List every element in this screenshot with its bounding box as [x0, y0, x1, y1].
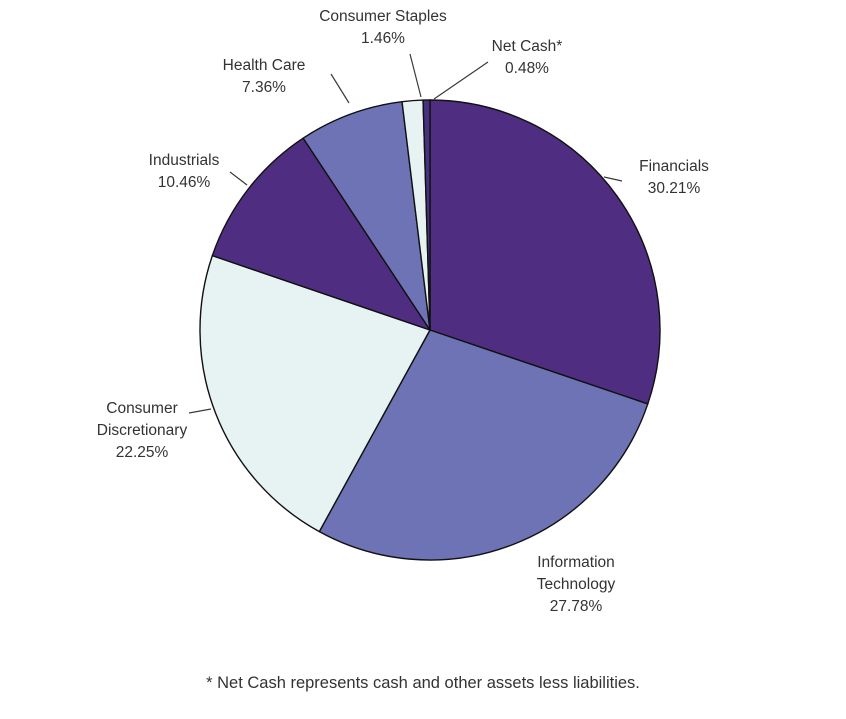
pie-slice-information-technology	[318, 329, 649, 561]
label-financials: Financials 30.21%	[624, 156, 724, 200]
label-consumer-staples: Consumer Staples 1.46%	[300, 6, 466, 50]
slice-value: 22.25%	[115, 444, 169, 461]
leader-line-financials	[603, 176, 623, 182]
pie-slice-financials	[429, 99, 661, 405]
leader-lines	[188, 53, 623, 414]
label-information-technology: Information Technology 27.78%	[510, 552, 642, 618]
pie-slice-net-cash	[422, 99, 431, 331]
leader-line-health-care	[330, 73, 350, 104]
leader-line-consumer-staples	[409, 53, 422, 98]
label-health-care: Health Care 7.36%	[200, 55, 328, 99]
label-consumer-discretionary: Consumer Discretionary 22.25%	[77, 398, 207, 464]
slice-label: Industrials	[148, 152, 220, 169]
pie-slice-industrials	[211, 137, 431, 331]
footnote: * Net Cash represents cash and other ass…	[206, 674, 640, 692]
slice-label: Consumer Staples	[319, 8, 447, 25]
slice-value: 0.48%	[505, 60, 549, 77]
label-net-cash: Net Cash* 0.48%	[462, 36, 592, 80]
leader-line-net-cash	[433, 61, 489, 100]
label-industrials: Industrials 10.46%	[118, 150, 250, 194]
slice-label: Health Care	[222, 57, 306, 74]
slice-label: Information Technology	[536, 554, 616, 593]
pie-slice-health-care	[302, 101, 431, 331]
slice-value: 27.78%	[549, 598, 603, 615]
slice-label: Financials	[639, 158, 709, 175]
slice-label: Net Cash*	[491, 38, 563, 55]
slice-value: 1.46%	[361, 30, 405, 47]
leader-line-industrials	[229, 171, 248, 186]
slice-value: 10.46%	[157, 174, 211, 191]
pie-slices	[199, 99, 661, 561]
leader-line-consumer-discretionary	[188, 408, 212, 414]
pie-slice-consumer-discretionary	[199, 254, 431, 533]
slice-value: 30.21%	[647, 180, 701, 197]
slice-label: Consumer Discretionary	[96, 400, 188, 439]
slice-value: 7.36%	[242, 79, 286, 96]
